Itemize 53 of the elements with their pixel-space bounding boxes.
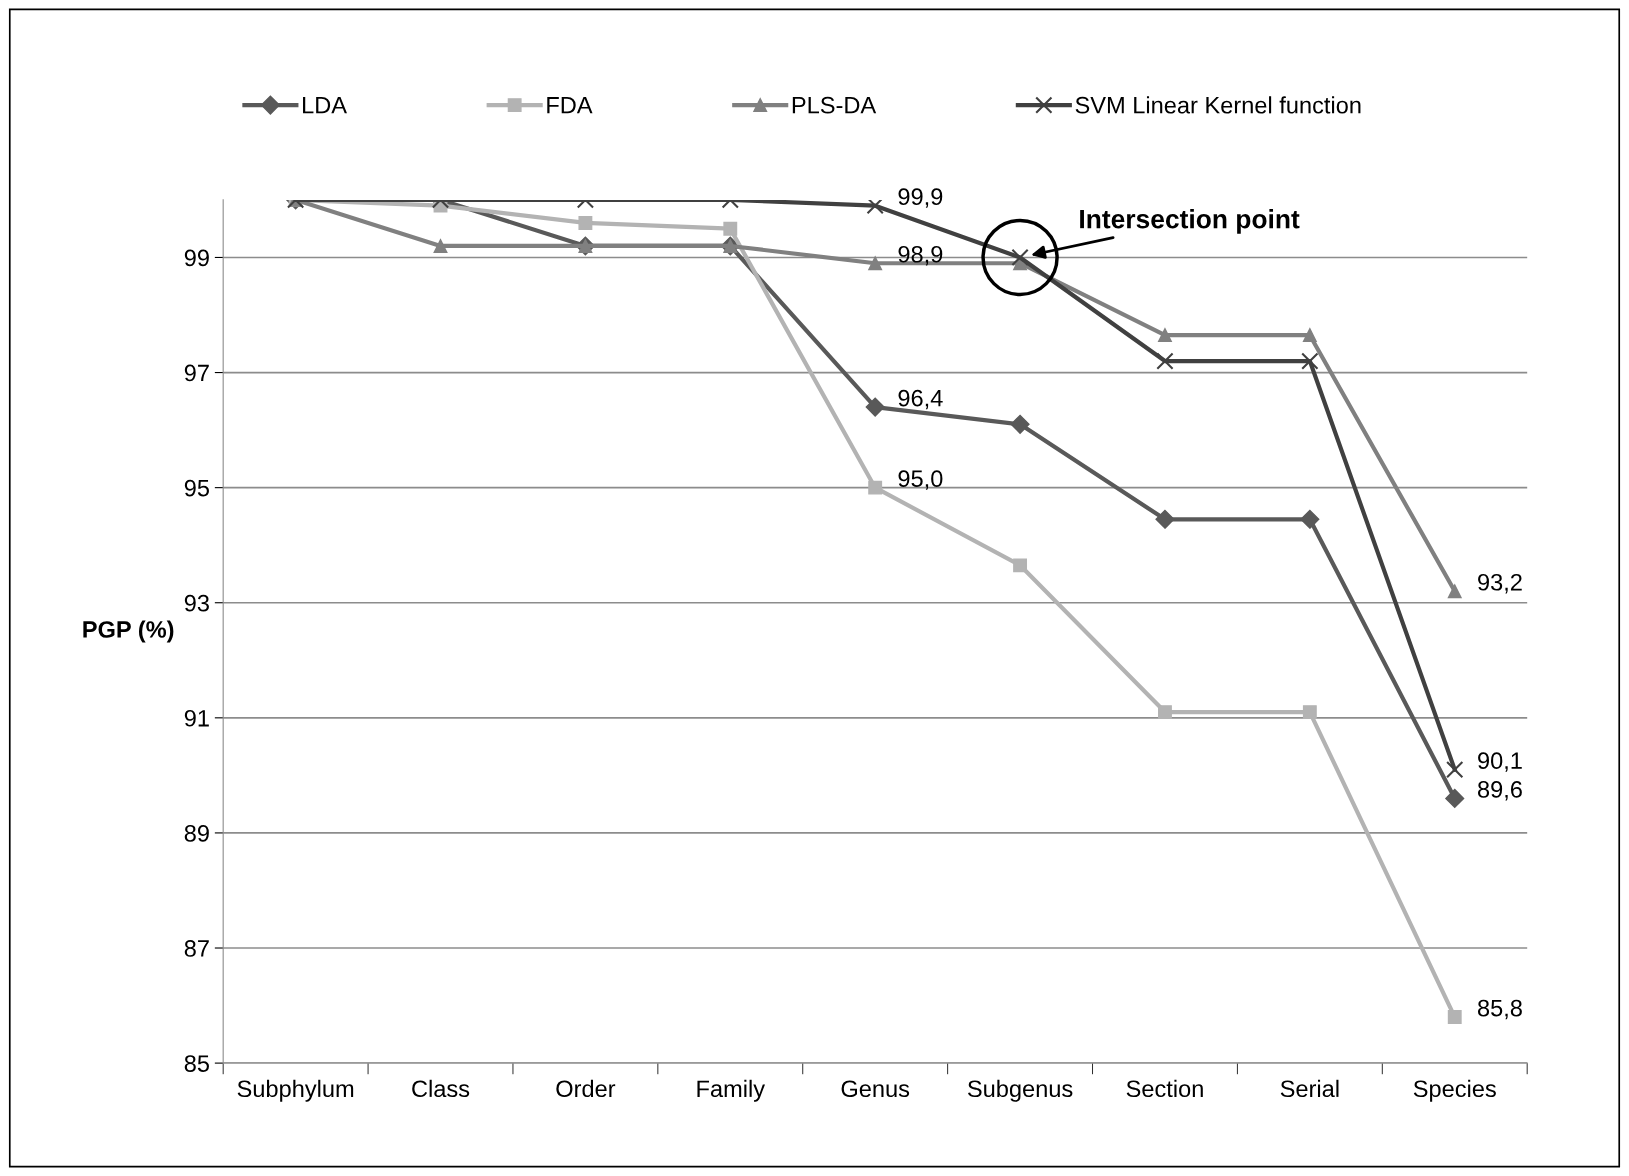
point <box>865 397 885 417</box>
y-tick-label: 99 <box>184 249 209 267</box>
point <box>868 480 883 495</box>
point <box>1446 760 1464 779</box>
x-tick-label: Order <box>556 1079 616 1098</box>
legend-label: SVM Linear Kernel function <box>1075 96 1361 114</box>
y-tick-label: 97 <box>184 364 209 382</box>
data-label: 96,4 <box>898 389 943 410</box>
point <box>578 215 593 230</box>
point <box>1302 328 1317 343</box>
x-tick-label: Family <box>697 1079 766 1102</box>
y-tick-label: 87 <box>184 940 209 957</box>
data-label: 89,6 <box>1477 781 1522 801</box>
point <box>1447 1010 1462 1025</box>
point <box>1013 558 1028 573</box>
data-label: 99,9 <box>898 188 943 208</box>
legend-label: PLS-DA <box>792 96 877 114</box>
legend-label: LDA <box>303 97 347 114</box>
y-tick-label: 85 <box>184 1055 209 1072</box>
data-label: 90,1 <box>1478 752 1522 772</box>
y-tick-label: 91 <box>184 709 209 727</box>
y-axis-title: PGP (%) <box>83 620 174 643</box>
point <box>1155 509 1175 529</box>
point <box>1011 248 1029 267</box>
y-tick-label: 93 <box>184 594 209 612</box>
x-tick-label: Section <box>1126 1079 1203 1098</box>
data-label: 98,9 <box>898 245 943 266</box>
point <box>1158 705 1172 720</box>
x-tick-label: Species <box>1413 1079 1496 1102</box>
point <box>868 256 883 271</box>
x-tick-label: Class <box>412 1079 470 1098</box>
data-label: 85,8 <box>1477 999 1522 1020</box>
point <box>723 221 738 236</box>
point <box>1447 584 1462 599</box>
point <box>1445 788 1465 808</box>
point <box>1301 352 1319 370</box>
data-label: 95,0 <box>898 470 943 490</box>
x-tick-label: Genus <box>841 1080 910 1098</box>
y-tick-label: 95 <box>184 479 209 497</box>
point <box>1010 414 1030 434</box>
point <box>866 199 884 215</box>
point <box>1156 352 1174 370</box>
y-tick-label: 89 <box>184 824 209 842</box>
x-tick-label: Subphylum <box>237 1079 354 1102</box>
annotation: Intersection point <box>1080 209 1300 234</box>
x-tick-label: Serial <box>1280 1079 1339 1098</box>
point <box>433 239 448 253</box>
point <box>1302 705 1317 720</box>
point <box>1300 509 1320 529</box>
data-label: 93,2 <box>1478 573 1522 594</box>
legend-label: FDA <box>547 97 593 114</box>
x-tick-label: Subgenus <box>967 1079 1073 1102</box>
point <box>1158 328 1172 343</box>
